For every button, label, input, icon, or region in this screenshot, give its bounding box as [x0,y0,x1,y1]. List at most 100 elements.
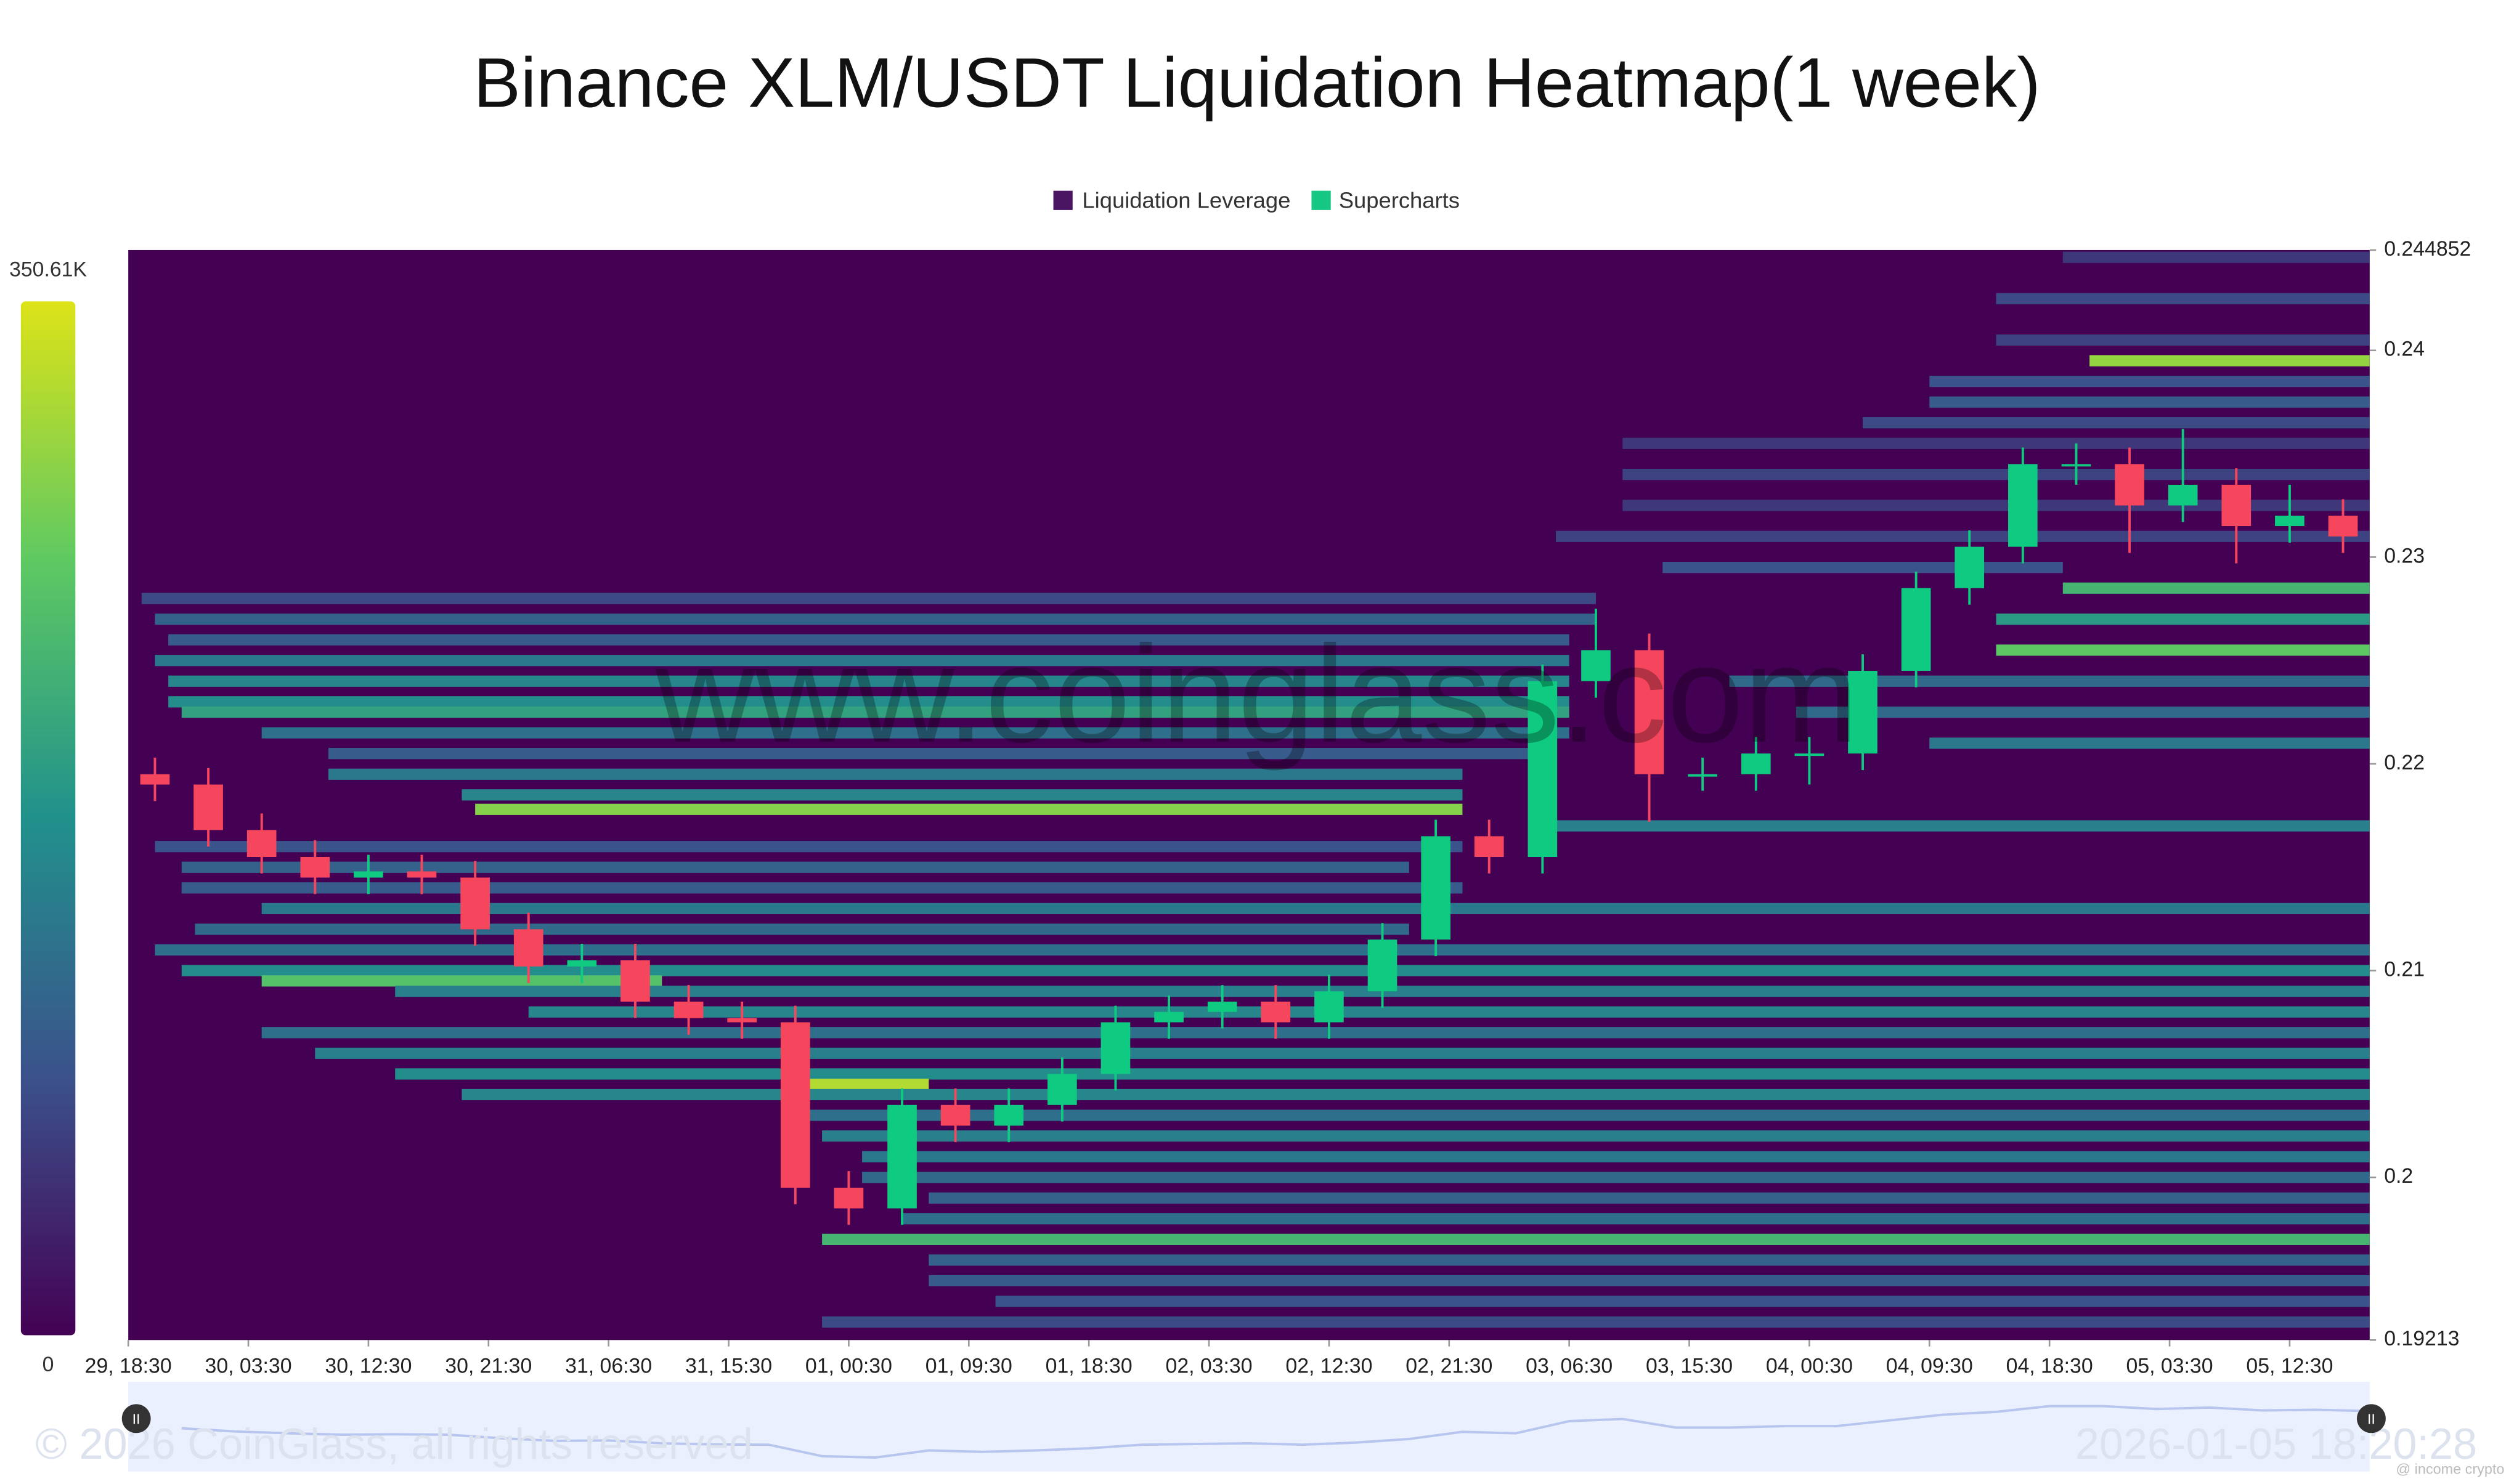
heat-band [328,768,1463,780]
heat-band [2089,355,2370,367]
heat-band [1556,530,2370,542]
candle-body [2008,464,2038,547]
candle-body [246,830,277,858]
x-tick-label: 31, 15:30 [685,1354,772,1377]
heat-band [2062,582,2370,594]
y-tick-label: 0.244852 [2384,237,2471,261]
candle-body [940,1105,970,1126]
legend-label: Supercharts [1339,187,1460,213]
y-tick-label: 0.2 [2384,1164,2413,1188]
heat-band [528,1006,2370,1018]
legend-swatch [1311,190,1331,210]
x-tick-label: 02, 21:30 [1405,1354,1492,1377]
candle-body [887,1105,917,1209]
svg-text:II: II [2367,1411,2375,1427]
candle-body [567,960,597,967]
heat-band [261,975,662,987]
candle-body [1367,939,1397,992]
heat-band [1929,376,2370,387]
candle-body [673,1001,704,1018]
y-tick-label: 0.24 [2384,338,2425,361]
x-tick-label: 29, 18:30 [85,1354,172,1377]
x-tick-label: 02, 03:30 [1166,1354,1253,1377]
footer-copyright: © 2026 CoinGlass, all rights reserved [35,1419,753,1468]
candle-body [1634,650,1664,774]
navigator-handle[interactable]: II [2357,1404,2386,1433]
heat-band [462,789,1463,801]
navigator-handle[interactable]: II [121,1404,151,1433]
candle-body [994,1105,1024,1126]
watermark: www.coinglass.com [655,617,1858,771]
heat-band [1622,500,2370,511]
heat-band [1556,820,2370,832]
heat-band [822,1130,2370,1142]
candle-body [1901,588,1931,671]
heat-band [1863,417,2370,429]
heat-band [2062,251,2370,263]
heat-band [261,902,2370,915]
heat-band [155,841,1463,853]
candle-body [2275,516,2304,527]
heat-band [1996,613,2370,625]
heat-band [1796,706,2370,718]
heat-band [155,944,2370,956]
candle-body [1474,836,1504,858]
y-tick-label: 0.22 [2384,751,2425,774]
x-tick-label: 05, 03:30 [2126,1354,2213,1377]
candle-body [1100,1022,1131,1074]
heat-band [181,706,1569,718]
heat-band [168,696,1569,708]
heat-band [328,748,1543,760]
x-tick-label: 01, 18:30 [1046,1354,1133,1377]
colorbar [20,301,76,1336]
candle-body [193,784,223,830]
heat-band [181,861,1409,873]
heat-band [929,1254,2370,1266]
x-tick-label: 04, 00:30 [1766,1354,1853,1377]
heat-band [1929,737,2370,749]
heat-band [261,727,1569,739]
candle-body [460,877,490,930]
heat-band [315,1047,2370,1059]
candle-body [620,960,650,1002]
heat-band [929,1192,2370,1204]
x-tick-label: 30, 12:30 [325,1354,412,1377]
x-tick-label: 31, 06:30 [565,1354,652,1377]
credit: @ income crypto [2396,1461,2504,1477]
heat-band [1996,644,2370,656]
heat-band [1996,334,2370,346]
candle-body [1154,1012,1184,1023]
heat-band [261,1027,2370,1039]
heat-band [1929,396,2370,408]
x-tick-label: 04, 09:30 [1886,1354,1973,1377]
y-tick-label: 0.21 [2384,958,2425,981]
candle-body [1581,650,1611,681]
x-tick-label: 03, 06:30 [1526,1354,1613,1377]
candle-body [1848,670,1877,754]
heat-band [462,1089,2370,1101]
candle-body [1421,836,1450,940]
candle-body [780,1022,810,1188]
colorbar-max: 350.61K [9,258,87,282]
heat-band [395,1068,2370,1080]
colorbar-min: 0 [43,1353,54,1376]
heat-band [168,675,1569,687]
heat-band [995,1295,2370,1307]
x-tick-label: 02, 12:30 [1285,1354,1372,1377]
heat-band [808,1079,929,1090]
legend-swatch [1053,190,1073,210]
heat-band [141,593,1596,604]
heat-band [862,1172,2370,1183]
heat-band [862,1151,2370,1162]
heat-band [929,1275,2370,1287]
heat-band [902,1213,2370,1225]
x-tick-label: 04, 18:30 [2006,1354,2093,1377]
candle-body [1688,774,1717,777]
heat-band [1622,437,2370,449]
svg-text:II: II [132,1411,140,1427]
candle-body [407,871,437,878]
candle-body [2168,484,2198,506]
x-tick-label: 01, 00:30 [805,1354,892,1377]
candle-body [2221,484,2252,527]
